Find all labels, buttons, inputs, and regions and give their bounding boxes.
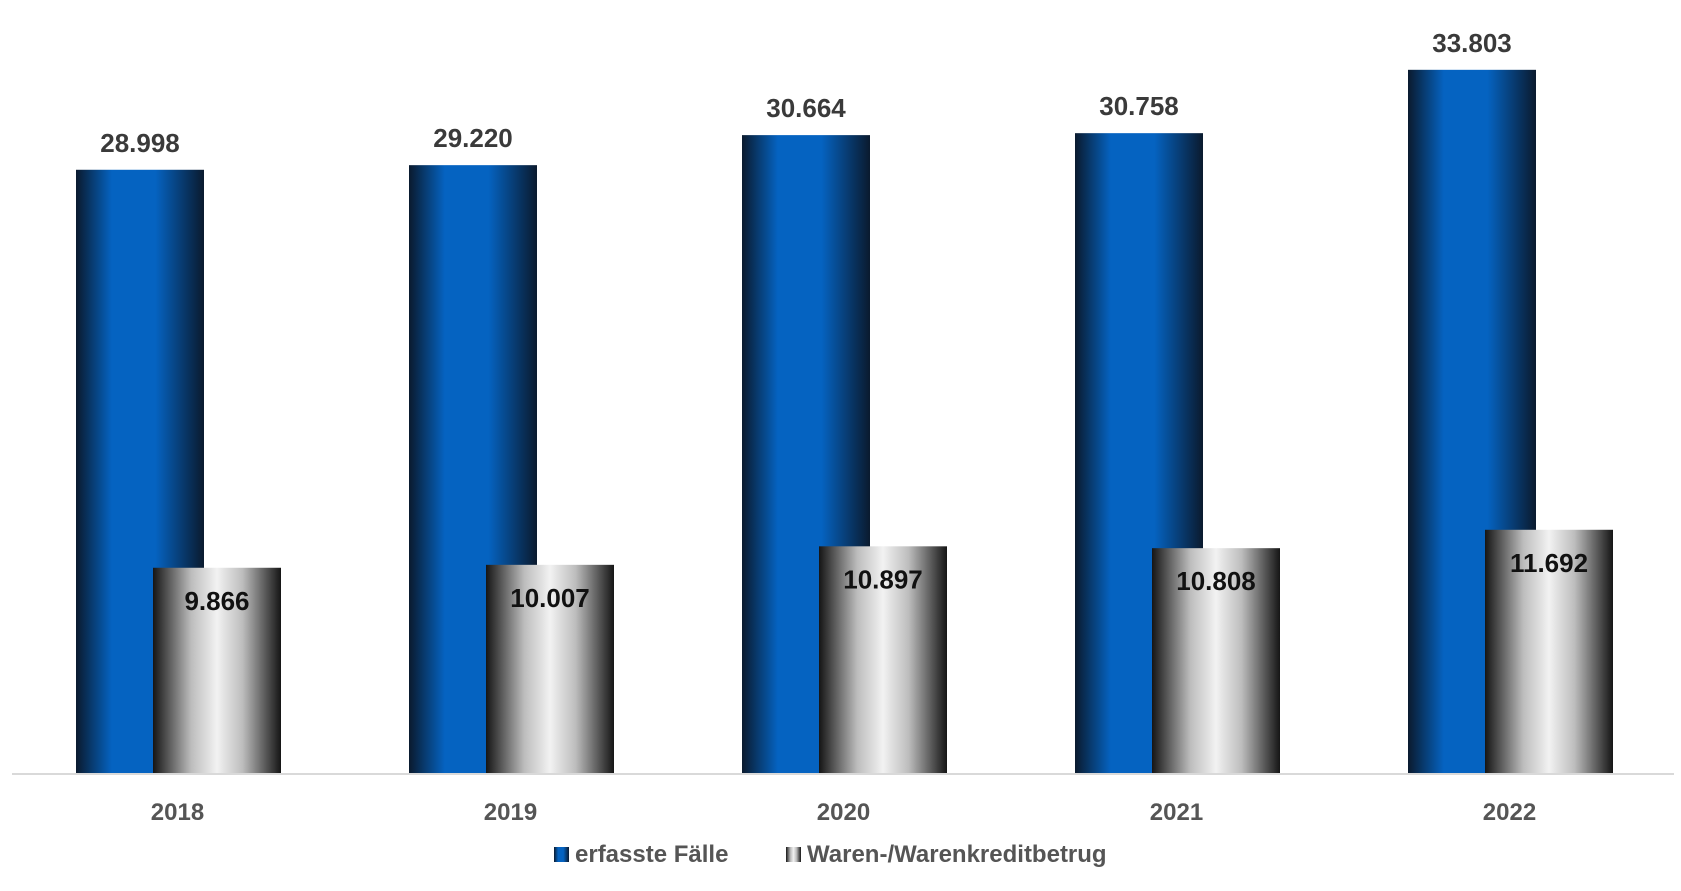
bar-warenkreditbetrug-2021 [1152, 548, 1280, 773]
x-tick-label-2018: 2018 [151, 799, 204, 826]
bar-warenkreditbetrug-2018 [153, 567, 281, 773]
value-label-warenkreditbetrug-2021: 10.808 [1176, 566, 1256, 596]
value-label-warenkreditbetrug-2019: 10.007 [510, 583, 590, 613]
value-label-warenkreditbetrug-2022: 11.692 [1510, 548, 1588, 578]
legend-label-erfasste-faelle: erfasste Fälle [575, 841, 728, 868]
bars-group [76, 69, 1613, 774]
value-labels-group: 28.998 9.866 29.220 10.007 30.664 10.897 30.75… [100, 28, 1588, 616]
legend-swatch-erfasste-faelle [554, 847, 569, 862]
legend-label-warenkreditbetrug: Waren-/Warenkreditbetrug [807, 841, 1107, 868]
value-label-erfasste-faelle-2021: 30.758 [1099, 91, 1179, 121]
legend-swatch-warenkreditbetrug [786, 847, 801, 862]
x-tick-label-2022: 2022 [1483, 799, 1536, 826]
bar-warenkreditbetrug-2022 [1485, 529, 1613, 773]
bar-warenkreditbetrug-2019 [486, 564, 614, 773]
value-label-erfasste-faelle-2019: 29.220 [433, 123, 513, 153]
value-label-erfasste-faelle-2022: 33.803 [1432, 28, 1512, 58]
bar-warenkreditbetrug-2020 [819, 546, 947, 773]
value-label-erfasste-faelle-2020: 30.664 [766, 93, 846, 123]
x-tick-label-2021: 2021 [1150, 799, 1203, 826]
x-tick-label-2019: 2019 [484, 799, 537, 826]
legend: erfasste Fälle Waren-/Warenkreditbetrug [554, 841, 1107, 868]
value-label-erfasste-faelle-2018: 28.998 [100, 128, 180, 158]
x-tick-label-2020: 2020 [817, 799, 870, 826]
x-tick-labels-group: 2018 2019 2020 2021 2022 [151, 799, 1536, 826]
value-label-warenkreditbetrug-2018: 9.866 [184, 586, 249, 616]
value-label-warenkreditbetrug-2020: 10.897 [843, 564, 923, 594]
